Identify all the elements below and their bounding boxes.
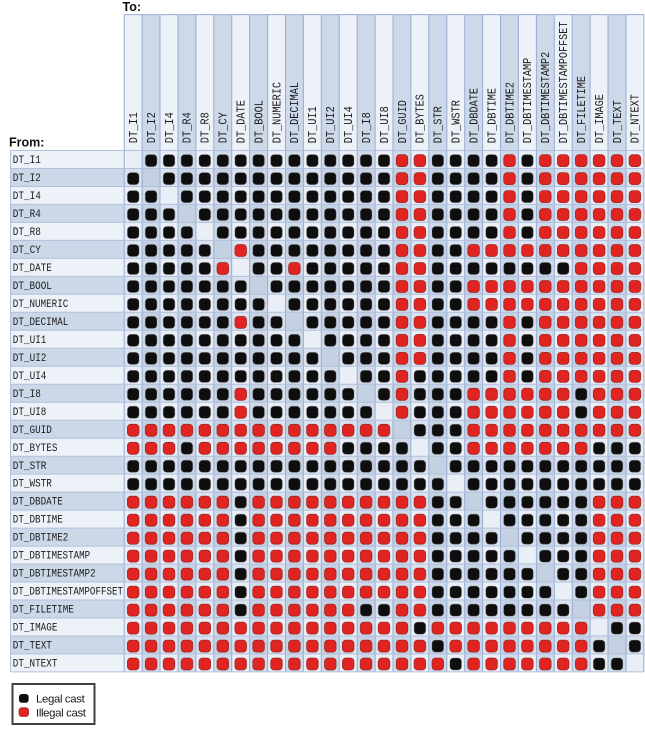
svg-text:Illegal cast: Illegal cast (36, 707, 87, 719)
svg-text:DT_DBTIMESTAMP2: DT_DBTIMESTAMP2 (540, 52, 553, 143)
svg-text:DT_GUID: DT_GUID (397, 100, 410, 143)
svg-text:DT_STR: DT_STR (13, 461, 47, 473)
svg-text:DT_DBTIMESTAMP: DT_DBTIMESTAMP (522, 58, 535, 143)
svg-text:DT_I4: DT_I4 (164, 112, 177, 143)
svg-text:DT_WSTR: DT_WSTR (13, 479, 52, 491)
svg-text:DT_UI1: DT_UI1 (307, 106, 320, 143)
svg-text:DT_IMAGE: DT_IMAGE (594, 94, 607, 143)
svg-text:DT_BYTES: DT_BYTES (415, 94, 428, 143)
svg-text:DT_UI8: DT_UI8 (379, 106, 392, 143)
svg-text:DT_DBTIMESTAMP2: DT_DBTIMESTAMP2 (13, 569, 96, 581)
svg-text:DT_CY: DT_CY (13, 245, 41, 257)
svg-text:DT_IMAGE: DT_IMAGE (13, 623, 58, 635)
svg-text:DT_I1: DT_I1 (13, 155, 41, 167)
svg-text:DT_TEXT: DT_TEXT (612, 100, 625, 143)
svg-text:DT_TEXT: DT_TEXT (13, 641, 52, 653)
svg-text:DT_R8: DT_R8 (13, 227, 41, 239)
svg-text:DT_I4: DT_I4 (13, 191, 41, 203)
svg-text:DT_DBDATE: DT_DBDATE (468, 88, 481, 143)
svg-text:DT_DECIMAL: DT_DECIMAL (13, 317, 69, 329)
svg-text:DT_DBTIME: DT_DBTIME (13, 515, 63, 527)
svg-text:DT_DATE: DT_DATE (236, 100, 249, 143)
svg-text:Legal cast: Legal cast (36, 693, 86, 705)
svg-text:DT_DBTIME2: DT_DBTIME2 (504, 82, 517, 143)
svg-text:DT_DBTIMESTAMPOFFSET: DT_DBTIMESTAMPOFFSET (558, 22, 571, 144)
svg-text:DT_NTEXT: DT_NTEXT (630, 94, 643, 143)
svg-text:To:: To: (123, 0, 142, 14)
svg-text:DT_I8: DT_I8 (361, 112, 374, 143)
svg-text:DT_STR: DT_STR (433, 106, 446, 143)
svg-text:DT_UI1: DT_UI1 (13, 335, 47, 347)
svg-text:From:: From: (9, 136, 44, 150)
svg-text:DT_I8: DT_I8 (13, 389, 41, 401)
svg-text:DT_DBTIME2: DT_DBTIME2 (13, 533, 69, 545)
svg-text:DT_DECIMAL: DT_DECIMAL (289, 82, 302, 143)
svg-text:DT_FILETIME: DT_FILETIME (576, 76, 589, 143)
svg-text:DT_DATE: DT_DATE (13, 263, 52, 275)
svg-text:DT_DBTIMESTAMPOFFSET: DT_DBTIMESTAMPOFFSET (13, 587, 124, 599)
svg-text:DT_R4: DT_R4 (13, 209, 41, 221)
svg-text:DT_I1: DT_I1 (128, 112, 141, 143)
svg-text:DT_I2: DT_I2 (146, 112, 159, 143)
svg-text:DT_BYTES: DT_BYTES (13, 443, 58, 455)
svg-text:DT_R4: DT_R4 (182, 112, 195, 143)
svg-text:DT_WSTR: DT_WSTR (451, 100, 464, 143)
svg-text:DT_BOOL: DT_BOOL (13, 281, 52, 293)
svg-text:DT_UI2: DT_UI2 (13, 353, 47, 365)
svg-text:DT_BOOL: DT_BOOL (253, 100, 266, 143)
svg-text:DT_UI8: DT_UI8 (13, 407, 47, 419)
svg-text:DT_UI2: DT_UI2 (325, 106, 338, 143)
svg-text:DT_R8: DT_R8 (200, 112, 213, 143)
svg-text:DT_UI4: DT_UI4 (13, 371, 47, 383)
svg-text:DT_CY: DT_CY (218, 112, 231, 143)
svg-text:DT_DBTIMESTAMP: DT_DBTIMESTAMP (13, 551, 91, 563)
svg-text:DT_GUID: DT_GUID (13, 425, 52, 437)
svg-text:DT_NTEXT: DT_NTEXT (13, 659, 58, 671)
svg-text:DT_NUMERIC: DT_NUMERIC (13, 299, 69, 311)
svg-text:DT_DBDATE: DT_DBDATE (13, 497, 63, 509)
svg-text:DT_NUMERIC: DT_NUMERIC (271, 82, 284, 143)
svg-text:DT_DBTIME: DT_DBTIME (486, 88, 499, 143)
svg-text:DT_FILETIME: DT_FILETIME (13, 605, 74, 617)
svg-text:DT_UI4: DT_UI4 (343, 106, 356, 143)
svg-text:DT_I2: DT_I2 (13, 173, 41, 185)
